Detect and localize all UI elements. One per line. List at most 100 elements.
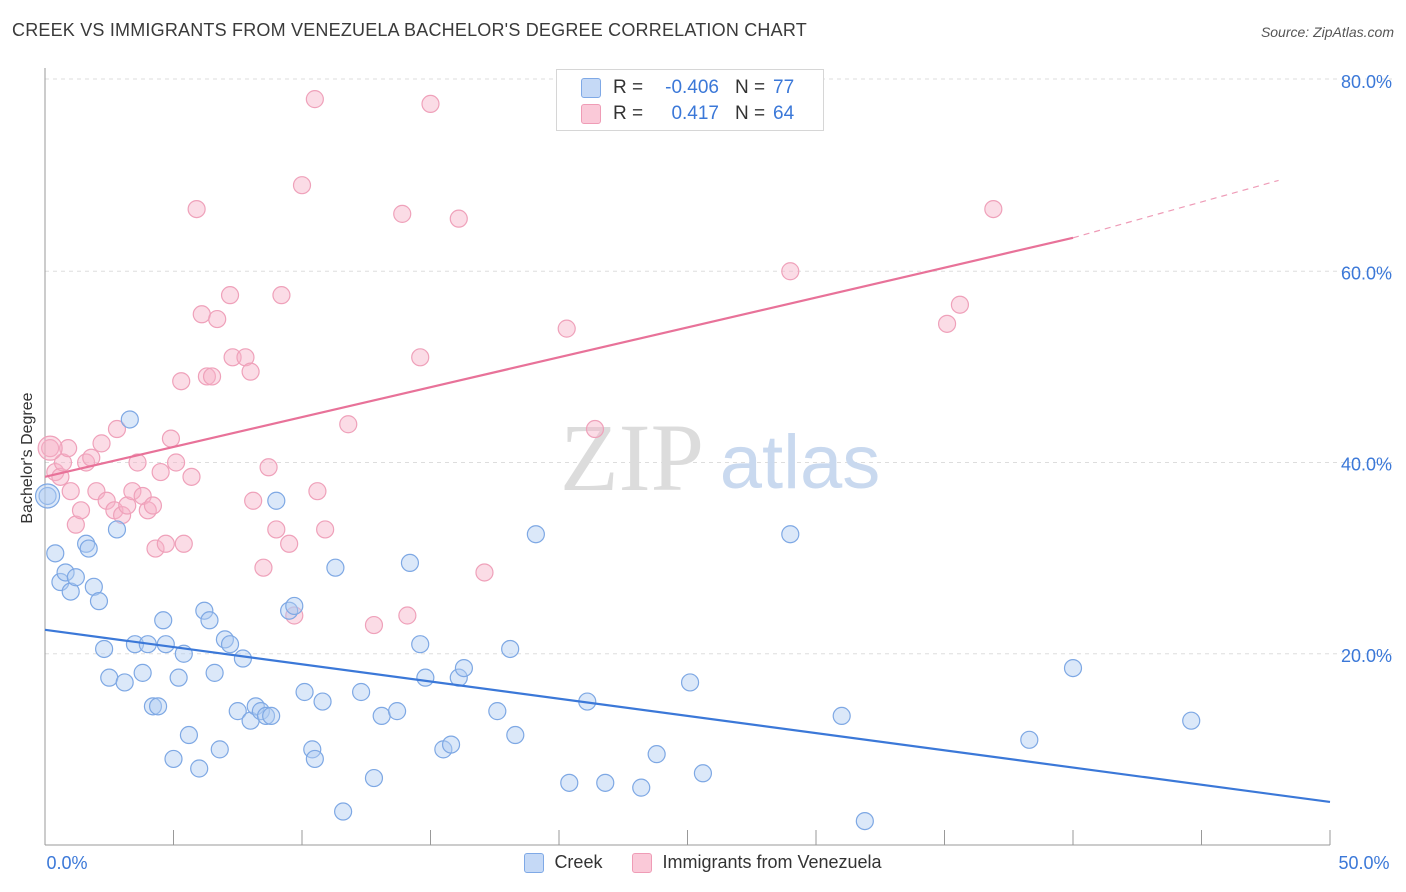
watermark-atlas: atlas (720, 420, 881, 505)
creek-point (632, 778, 651, 797)
venezuela-point (146, 539, 165, 558)
creek-point (295, 682, 314, 702)
venezuela-point (339, 415, 358, 434)
venezuela-point (937, 314, 957, 333)
creek-point (200, 611, 219, 630)
venezuela-point (156, 534, 175, 553)
creek-point (352, 682, 371, 702)
venezuela-point (220, 286, 240, 305)
y-tick-label: 20.0% (1341, 646, 1392, 666)
creek-point (680, 673, 700, 692)
venezuela-point (280, 534, 299, 553)
x-tick-labels: 0.0% 50.0% (46, 853, 1389, 873)
venezuela-point (393, 204, 412, 223)
venezuela-trend-extension (1072, 179, 1279, 239)
creek-point (454, 658, 474, 678)
venezuela-point (421, 94, 440, 114)
creek-point (79, 539, 98, 558)
creek-point (46, 544, 65, 563)
venezuela-point (66, 515, 85, 534)
legend-label-venezuela: Immigrants from Venezuela (662, 852, 882, 872)
creek-point (1063, 658, 1083, 678)
stats-row-creek: R = -0.406 N = 77 (557, 75, 823, 101)
venezuela-point (151, 462, 170, 482)
creek-point (313, 692, 332, 711)
r-label: R = (613, 77, 644, 98)
creek-point (56, 563, 75, 582)
creek-point (364, 768, 384, 788)
venezuela-point (123, 482, 142, 501)
creek-point (120, 410, 139, 429)
creek-point (115, 673, 134, 692)
r-label: R = (613, 103, 644, 124)
venezuela-point (172, 372, 191, 391)
creek-point (560, 773, 579, 792)
venezuela-point (53, 453, 73, 472)
creek-point (61, 582, 80, 601)
creek-point (190, 759, 209, 778)
watermark-zip: ZIP (560, 404, 704, 511)
venezuela-point (107, 419, 127, 439)
creek-point (89, 592, 109, 611)
creek-point (1182, 711, 1201, 730)
venezuela-point (950, 295, 970, 314)
venezuela-point (308, 482, 327, 501)
creek-point (77, 534, 96, 553)
y-tick-label: 80.0% (1341, 72, 1392, 92)
creek-point (210, 740, 229, 759)
n-label: N = (735, 77, 766, 98)
venezuela-point (187, 199, 206, 219)
axes (44, 68, 1331, 846)
venezuela-point (166, 453, 186, 472)
stats-box: R = -0.406 N = 77 R = 0.417 N = 64 (556, 69, 824, 131)
creek-point (195, 601, 214, 620)
venezuela-point (398, 606, 417, 625)
creek-point (100, 668, 119, 687)
venezuela-point (202, 367, 222, 386)
creek-point (228, 702, 247, 721)
r-value: -0.406 (665, 77, 719, 98)
legend-swatch-venezuela (632, 852, 653, 873)
venezuela-point (182, 467, 201, 486)
creek-point (416, 668, 435, 687)
r-value: 0.417 (671, 103, 719, 124)
legend-item-venezuela[interactable]: Immigrants from Venezuela (632, 852, 882, 873)
creek-point (125, 635, 145, 654)
venezuela-point (197, 367, 217, 386)
venezuela-point (208, 309, 227, 329)
creek-point (133, 663, 152, 682)
stats-row-venezuela: R = 0.417 N = 64 (557, 101, 823, 127)
y-tick-label: 40.0% (1341, 455, 1392, 475)
creek-point (334, 802, 353, 821)
y-tick-label: 60.0% (1341, 263, 1392, 283)
creek-point (693, 764, 713, 783)
creek-point (488, 702, 507, 721)
creek-point (832, 706, 851, 726)
creek-point (262, 706, 281, 726)
venezuela-point (223, 348, 242, 367)
creek-point (107, 520, 127, 539)
venezuela-point (192, 305, 211, 324)
legend-item-creek[interactable]: Creek (524, 852, 602, 873)
creek-point (38, 486, 57, 506)
creek-point (647, 745, 666, 764)
venezuela-point (37, 435, 63, 461)
creek-point (205, 663, 224, 682)
venezuela-point (292, 176, 312, 195)
creek-point (148, 697, 168, 716)
creek-point (143, 697, 163, 716)
venezuela-point (272, 286, 291, 305)
venezuela-point (97, 491, 116, 510)
creek-point (169, 668, 188, 687)
venezuela-point (59, 439, 78, 458)
creek-point (285, 596, 304, 616)
creek-point (400, 553, 420, 573)
venezuela-point (585, 419, 605, 439)
venezuela-point (92, 434, 111, 453)
venezuela-point (61, 482, 80, 501)
creek-point (233, 649, 252, 668)
creek-point (84, 577, 103, 596)
creek-point (220, 635, 240, 654)
creek-point (501, 639, 520, 659)
venezuela-point (241, 362, 260, 381)
